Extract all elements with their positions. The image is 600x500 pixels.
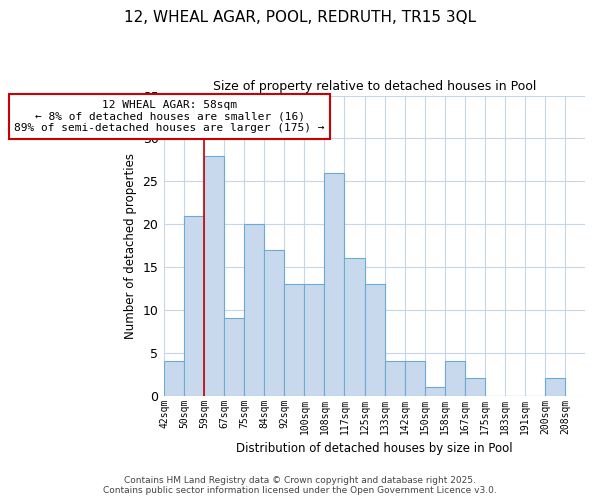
Bar: [385, 362, 404, 396]
Bar: [244, 224, 264, 396]
Title: Size of property relative to detached houses in Pool: Size of property relative to detached ho…: [213, 80, 536, 93]
Bar: [264, 250, 284, 396]
Bar: [425, 387, 445, 396]
Bar: [545, 378, 565, 396]
Bar: [365, 284, 385, 396]
Bar: [465, 378, 485, 396]
Text: 12 WHEAL AGAR: 58sqm
← 8% of detached houses are smaller (16)
89% of semi-detach: 12 WHEAL AGAR: 58sqm ← 8% of detached ho…: [14, 100, 325, 133]
Bar: [184, 216, 204, 396]
Bar: [445, 362, 465, 396]
Bar: [344, 258, 365, 396]
Bar: [325, 172, 344, 396]
Text: 12, WHEAL AGAR, POOL, REDRUTH, TR15 3QL: 12, WHEAL AGAR, POOL, REDRUTH, TR15 3QL: [124, 10, 476, 25]
Bar: [204, 156, 224, 396]
Y-axis label: Number of detached properties: Number of detached properties: [124, 152, 137, 338]
X-axis label: Distribution of detached houses by size in Pool: Distribution of detached houses by size …: [236, 442, 513, 455]
Text: Contains HM Land Registry data © Crown copyright and database right 2025.
Contai: Contains HM Land Registry data © Crown c…: [103, 476, 497, 495]
Bar: [284, 284, 304, 396]
Bar: [224, 318, 244, 396]
Bar: [164, 362, 184, 396]
Bar: [404, 362, 425, 396]
Bar: [304, 284, 325, 396]
